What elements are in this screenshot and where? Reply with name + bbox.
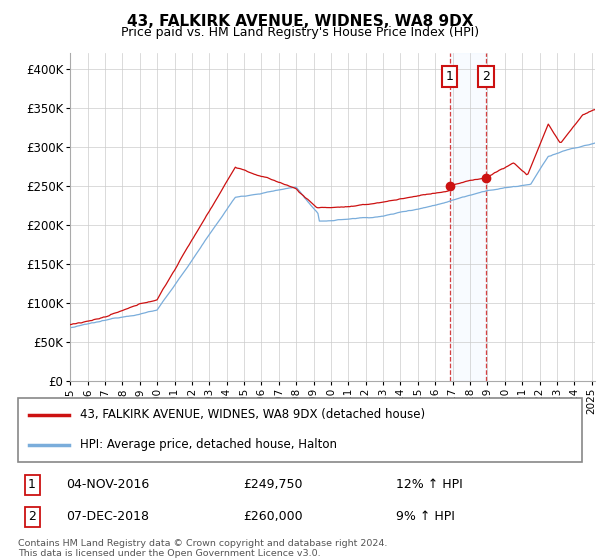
Text: 1: 1 <box>446 70 454 83</box>
Text: HPI: Average price, detached house, Halton: HPI: Average price, detached house, Halt… <box>80 438 337 451</box>
Text: Price paid vs. HM Land Registry's House Price Index (HPI): Price paid vs. HM Land Registry's House … <box>121 26 479 39</box>
Text: 12% ↑ HPI: 12% ↑ HPI <box>396 478 463 491</box>
Text: 1: 1 <box>28 478 36 491</box>
Text: 2: 2 <box>28 510 36 523</box>
Bar <box>449 53 486 381</box>
Text: 9% ↑ HPI: 9% ↑ HPI <box>396 510 455 523</box>
Text: 2: 2 <box>482 70 490 83</box>
Text: Contains HM Land Registry data © Crown copyright and database right 2024.: Contains HM Land Registry data © Crown c… <box>18 539 388 548</box>
Text: 43, FALKIRK AVENUE, WIDNES, WA8 9DX (detached house): 43, FALKIRK AVENUE, WIDNES, WA8 9DX (det… <box>80 408 425 422</box>
Text: £260,000: £260,000 <box>244 510 303 523</box>
Text: 04-NOV-2016: 04-NOV-2016 <box>66 478 149 491</box>
Text: This data is licensed under the Open Government Licence v3.0.: This data is licensed under the Open Gov… <box>18 549 320 558</box>
Text: 43, FALKIRK AVENUE, WIDNES, WA8 9DX: 43, FALKIRK AVENUE, WIDNES, WA8 9DX <box>127 14 473 29</box>
Text: 07-DEC-2018: 07-DEC-2018 <box>66 510 149 523</box>
Text: £249,750: £249,750 <box>244 478 303 491</box>
